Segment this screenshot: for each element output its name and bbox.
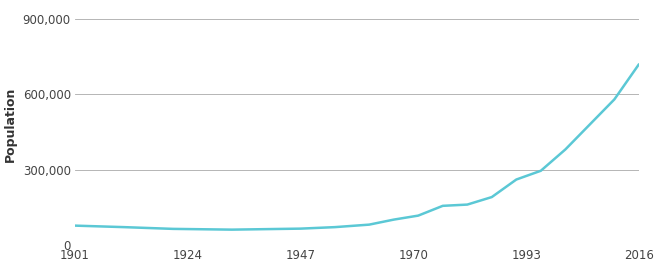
Y-axis label: Population: Population xyxy=(4,87,17,162)
